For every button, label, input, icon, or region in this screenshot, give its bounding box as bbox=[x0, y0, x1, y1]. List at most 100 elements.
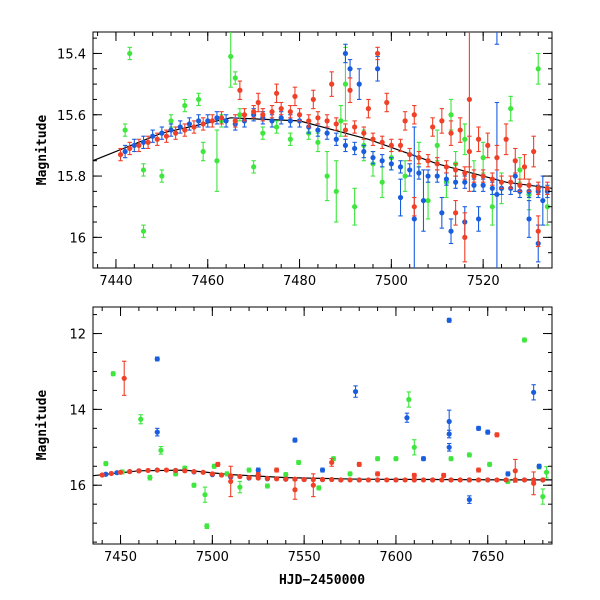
bottom-red-point bbox=[246, 475, 252, 481]
top-red-point bbox=[397, 142, 404, 149]
bottom-red-point bbox=[466, 477, 472, 483]
top-red-point bbox=[370, 136, 376, 142]
top-red-point bbox=[274, 90, 280, 96]
top-green-point bbox=[434, 142, 440, 149]
top-green-point bbox=[425, 197, 431, 204]
bottom-red-point bbox=[237, 473, 243, 480]
bottom-green-point bbox=[264, 483, 271, 489]
top-red-point bbox=[535, 185, 541, 191]
top-blue-point bbox=[374, 66, 381, 72]
top-red-point bbox=[411, 204, 417, 210]
bottom-blue-point bbox=[154, 429, 160, 435]
bottom-red-point bbox=[521, 477, 528, 483]
top-green-point bbox=[462, 136, 468, 142]
top-blue-point bbox=[278, 115, 284, 121]
top-red-point bbox=[494, 155, 500, 161]
top-red-point bbox=[489, 176, 495, 182]
bottom-blue-point bbox=[446, 431, 452, 437]
top-blue-point bbox=[489, 185, 495, 191]
bottom-red-point bbox=[154, 467, 160, 473]
top-red-point bbox=[278, 106, 284, 112]
top-red-point bbox=[471, 173, 477, 179]
bottom-red-point bbox=[374, 477, 381, 483]
top-red-point bbox=[200, 121, 206, 127]
top-red-point bbox=[434, 161, 440, 167]
top-red-point bbox=[485, 142, 491, 149]
top-green-point bbox=[489, 204, 495, 210]
bottom-blue-point bbox=[536, 463, 542, 469]
top-red-point bbox=[480, 173, 486, 179]
top-blue-point bbox=[342, 50, 349, 57]
bottom-red-point bbox=[228, 478, 234, 485]
top-red-point bbox=[191, 124, 197, 130]
top-blue-point bbox=[448, 228, 454, 234]
top-red-point bbox=[218, 115, 225, 121]
top-blue-point bbox=[122, 148, 128, 155]
top-blue-point bbox=[342, 142, 349, 149]
top-green-point bbox=[287, 136, 293, 142]
top-red-point bbox=[453, 167, 459, 173]
bottom-blue-point bbox=[531, 389, 537, 395]
top-red-point bbox=[329, 81, 335, 87]
bottom-red-point bbox=[347, 477, 353, 483]
top-x-tick-label: 7480 bbox=[283, 274, 316, 289]
top-green-point bbox=[260, 130, 266, 136]
bottom-blue-point bbox=[404, 415, 410, 421]
top-green-point bbox=[544, 204, 551, 210]
top-red-point bbox=[416, 155, 422, 161]
top-red-point bbox=[287, 109, 293, 115]
top-red-point bbox=[535, 228, 541, 234]
top-red-point bbox=[255, 99, 261, 106]
top-blue-point bbox=[195, 118, 202, 124]
bottom-red-point bbox=[329, 476, 335, 483]
top-red-point bbox=[466, 96, 472, 103]
bottom-green-point bbox=[486, 461, 493, 467]
top-red-point bbox=[448, 130, 454, 136]
top-plot-area bbox=[93, 32, 552, 268]
top-blue-point bbox=[471, 182, 477, 188]
top-axis-ticks: 7440 7460 7480 7500 7520 15.4 15.6 15.8 16 bbox=[57, 32, 552, 289]
bottom-red-point bbox=[264, 475, 271, 481]
top-blue-point bbox=[315, 127, 321, 133]
top-green-point bbox=[508, 106, 514, 112]
bottom-red-point bbox=[503, 477, 509, 483]
bottom-y-tick-label: 12 bbox=[69, 328, 86, 343]
bottom-red-point bbox=[448, 477, 454, 483]
top-red-point bbox=[388, 142, 394, 149]
bottom-blue-point bbox=[446, 317, 452, 323]
bottom-red-point bbox=[108, 470, 114, 477]
bottom-green-point bbox=[466, 452, 472, 458]
bottom-red-point bbox=[319, 476, 326, 483]
top-red-point bbox=[251, 109, 257, 115]
bottom-red-point bbox=[420, 477, 427, 483]
top-red-point bbox=[517, 182, 523, 188]
top-blue-point bbox=[131, 142, 137, 149]
top-red-point bbox=[173, 130, 179, 136]
top-green-point bbox=[228, 53, 234, 60]
top-red-point bbox=[453, 210, 459, 216]
top-green-point bbox=[324, 173, 330, 179]
bottom-axis-ticks: 7450 7500 7550 7600 7650 12 14 16 bbox=[69, 307, 552, 565]
top-red-point bbox=[430, 124, 436, 130]
top-red-point bbox=[342, 127, 349, 133]
bottom-blue-point bbox=[154, 356, 160, 362]
top-red-point bbox=[324, 118, 330, 124]
bottom-red-point bbox=[274, 476, 280, 482]
top-blue-point bbox=[287, 118, 293, 124]
top-red-point bbox=[127, 145, 133, 152]
bottom-blue-point bbox=[255, 467, 261, 473]
top-green-point bbox=[237, 112, 243, 118]
bottom-red-point bbox=[411, 472, 417, 478]
bottom-blue-point bbox=[475, 425, 482, 431]
bottom-green-point bbox=[103, 461, 109, 467]
top-y-tick-label: 15.6 bbox=[57, 109, 86, 124]
top-red-point bbox=[260, 112, 266, 118]
top-blue-point bbox=[269, 118, 275, 124]
top-red-point bbox=[457, 127, 463, 133]
top-blue-point bbox=[205, 118, 211, 124]
top-red-point bbox=[145, 139, 151, 145]
bottom-green-point bbox=[296, 459, 302, 466]
top-y-tick-label: 15.8 bbox=[57, 170, 86, 185]
top-blue-point bbox=[352, 145, 358, 152]
bottom-blue-point bbox=[446, 444, 452, 450]
